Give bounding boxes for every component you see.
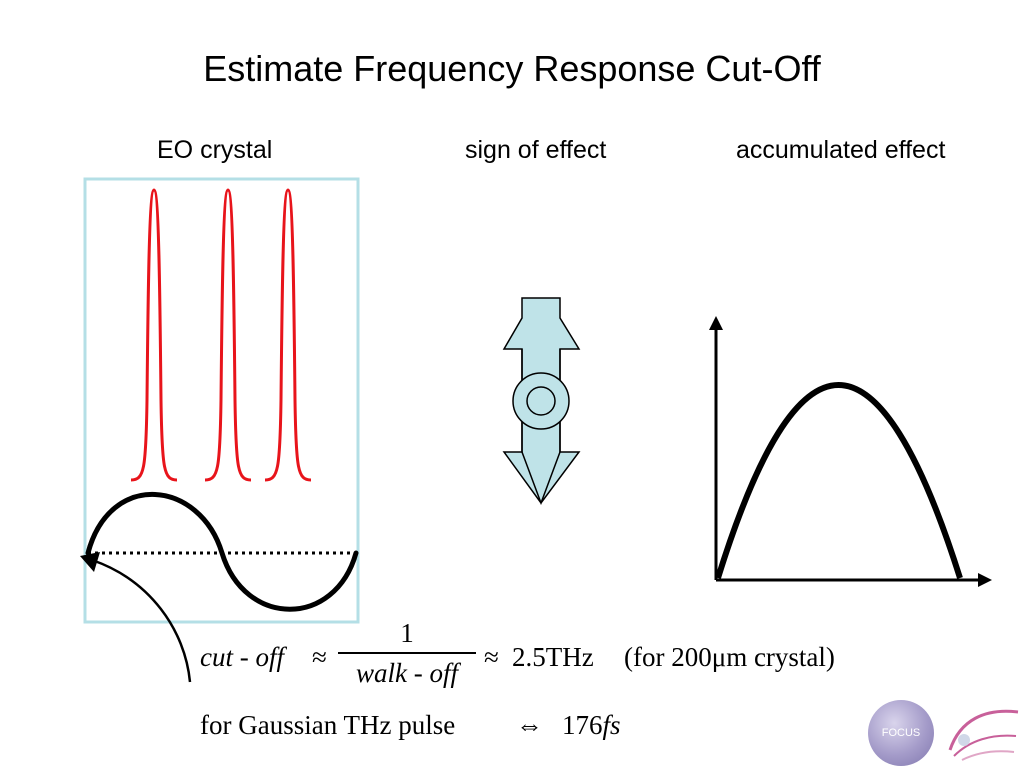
pulse-2 xyxy=(204,188,252,482)
walkoff-fraction: 1 walk - off xyxy=(332,618,482,689)
pulse-duration-unit: fs xyxy=(602,710,621,740)
y-axis-arrowhead xyxy=(709,316,723,330)
slide-title: Estimate Frequency Response Cut-Off xyxy=(203,48,821,89)
approx-sign-2: ≈ xyxy=(484,642,499,672)
gaussian-pulse-text: for Gaussian THz pulse xyxy=(200,710,456,740)
x-axis-arrowhead xyxy=(978,573,992,587)
pulse-3 xyxy=(264,188,312,482)
formula-cutoff-lhs: cut - off xyxy=(200,642,284,673)
focus-logo-text: FOCUS xyxy=(881,727,921,739)
label-accumulated-effect: accumulated effect xyxy=(736,136,946,164)
pulse-duration-value: 176fs xyxy=(562,710,621,741)
fraction-numerator: 1 xyxy=(400,618,414,648)
cutoff-term: cut - off xyxy=(200,642,284,672)
label-sign-of-effect: sign of effect xyxy=(465,136,607,164)
label-eo-crystal: EO crystal xyxy=(157,136,273,164)
crystal-note: (for 200μm crystal) xyxy=(624,642,835,672)
approx-sign-1: ≈ xyxy=(312,642,327,672)
sign-of-effect-arrow xyxy=(502,297,581,506)
focus-logo: FOCUS xyxy=(868,700,934,766)
accumulated-curve xyxy=(715,382,963,579)
pulse-1 xyxy=(130,188,178,482)
institute-logo xyxy=(948,709,1019,761)
fraction-bar xyxy=(338,652,476,654)
pointer-arrow xyxy=(91,558,192,683)
equivalence-sign: ⇔ xyxy=(516,710,543,740)
eo-crystal-box xyxy=(83,177,360,624)
cutoff-value: 2.5THz xyxy=(512,642,594,672)
pulse-duration-number: 176 xyxy=(562,710,603,740)
fraction-denominator: walk - off xyxy=(356,658,458,688)
pointer-arrowhead xyxy=(80,552,100,572)
